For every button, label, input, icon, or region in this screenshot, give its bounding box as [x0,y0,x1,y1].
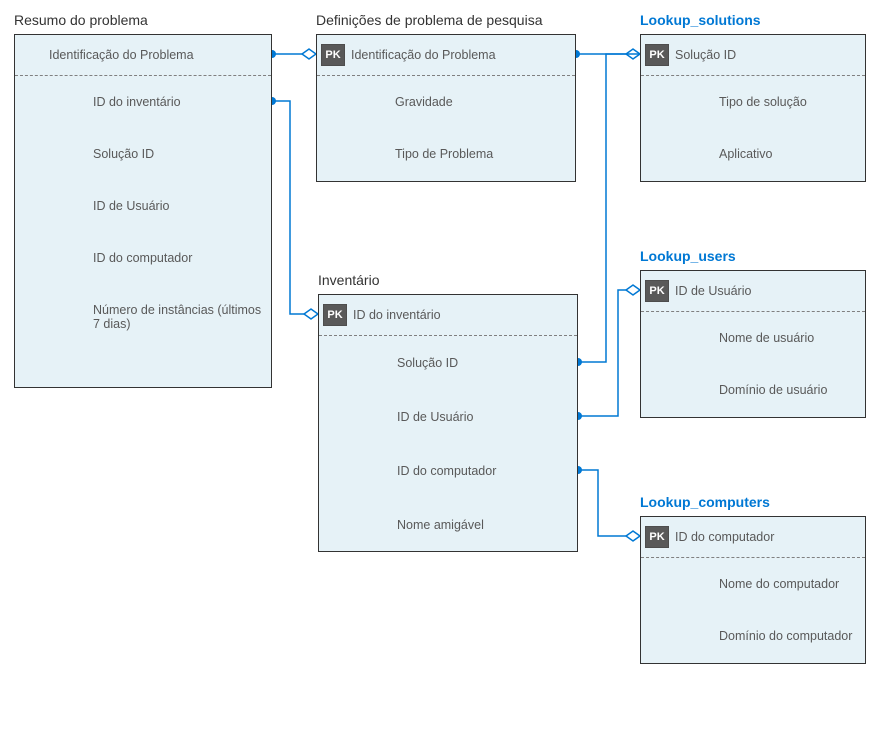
field-label: Solução ID [675,48,736,62]
field-label: Nome amigável [353,518,484,532]
table-row: Domínio de usuário [641,364,865,416]
pk-badge: PK [321,44,345,66]
table-title-resumo: Resumo do problema [14,12,148,28]
pk-badge: PK [645,280,669,302]
field-label: Nome do computador [675,577,839,591]
er-diagram-canvas: Resumo do problema Identificação do Probl… [0,0,882,740]
connector-endpoint-diamond [626,531,640,541]
table-row: Nome de usuário [641,312,865,364]
table-row: Nome amigável [319,498,577,552]
field-label: ID de Usuário [353,410,473,424]
table-inventario: PK ID do inventário Solução ID ID de Usuári… [318,294,578,552]
field-label: ID do inventário [49,95,181,109]
connector-line [272,101,318,314]
field-label: Solução ID [49,147,154,161]
connector-inventario-to-users [574,285,640,420]
field-label: ID de Usuário [49,199,169,213]
table-row: PK ID do inventário [319,295,577,335]
field-label: Tipo de Problema [351,147,493,161]
field-label: ID do computador [353,464,496,478]
field-label: Aplicativo [675,147,773,161]
table-row: ID do inventário [15,76,271,128]
table-title-lookup_solutions: Lookup_solutions [640,12,761,28]
pk-badge: PK [645,526,669,548]
field-label: Domínio de usuário [675,383,827,397]
table-title-lookup_users: Lookup_users [640,248,736,264]
table-title-inventario: Inventário [318,272,379,288]
field-label: Número de instâncias (últimos 7 dias) [49,303,263,331]
connector-inventario-to-solutions [574,54,640,366]
table-row: ID de Usuário [15,180,271,232]
table-row: PK Identificação do Problema [317,35,575,75]
connector-endpoint-diamond [626,285,640,295]
connector-line [578,470,640,536]
field-label: Domínio do computador [675,629,852,643]
table-row: Nome do computador [641,558,865,610]
field-label: Identificação do Problema [351,48,496,62]
table-lookup_users: PK ID de Usuário Nome de usuário Domínio de… [640,270,866,418]
field-label: ID do inventário [353,308,441,322]
pk-badge: PK [645,44,669,66]
table-row: Tipo de solução [641,76,865,128]
connector-line [578,290,640,416]
table-title-lookup_computers: Lookup_computers [640,494,770,510]
table-row: PK Solução ID [641,35,865,75]
field-label: Tipo de solução [675,95,807,109]
connector-line [578,54,640,362]
connector-resumo-to-inventario [268,97,318,319]
field-label: ID do computador [675,530,774,544]
pk-badge: PK [323,304,347,326]
table-row: ID do computador [15,232,271,284]
table-row: Solução ID [15,128,271,180]
connector-endpoint-diamond [304,309,318,319]
connector-endpoint-diamond [626,49,640,59]
field-label: ID do computador [49,251,192,265]
table-row: Gravidade [317,76,575,128]
table-row: Aplicativo [641,128,865,180]
table-row: Identificação do Problema [15,35,271,75]
connector-defs-to-solutions [572,49,640,59]
field-label: Identificação do Problema [49,48,194,62]
field-label: Gravidade [351,95,453,109]
connector-resumo-to-defs [268,49,316,59]
table-row: PK ID do computador [641,517,865,557]
table-row: Número de instâncias (últimos 7 dias) [15,284,271,350]
table-row: Solução ID [319,336,577,390]
table-row: PK ID de Usuário [641,271,865,311]
table-defs: PK Identificação do Problema Gravidade Tipo… [316,34,576,182]
table-row: Tipo de Problema [317,128,575,180]
field-label: ID de Usuário [675,284,751,298]
field-label: Nome de usuário [675,331,814,345]
table-lookup_computers: PK ID do computador Nome do computador Domí… [640,516,866,664]
table-row: ID de Usuário [319,390,577,444]
field-label: Solução ID [353,356,458,370]
table-row: Domínio do computador [641,610,865,662]
connector-inventario-to-computers [574,466,640,541]
table-title-defs: Definições de problema de pesquisa [316,12,542,28]
table-resumo: Identificação do Problema ID do inventári… [14,34,272,388]
table-lookup_solutions: PK Solução ID Tipo de solução Aplicativo [640,34,866,182]
connector-endpoint-diamond [302,49,316,59]
table-row: ID do computador [319,444,577,498]
